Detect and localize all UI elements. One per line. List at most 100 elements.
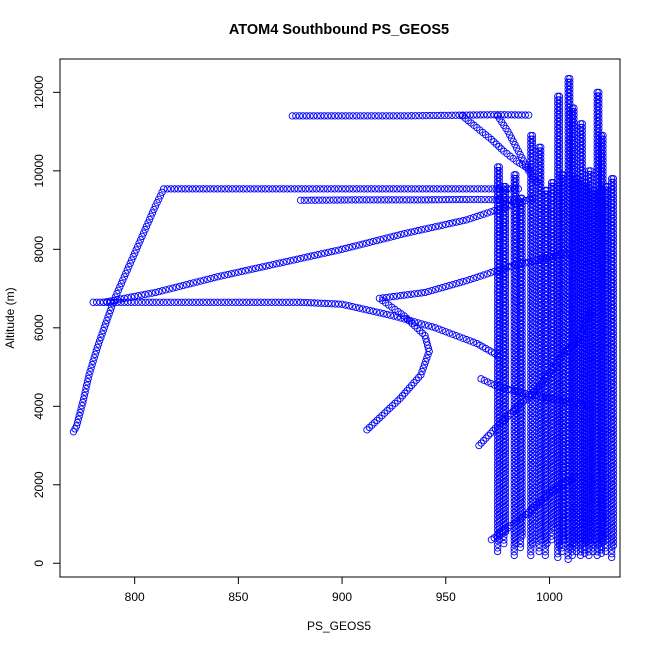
- data-point: [283, 185, 291, 193]
- data-point: [518, 449, 526, 457]
- data-point: [477, 439, 485, 447]
- data-point: [315, 196, 323, 204]
- data-point: [303, 298, 312, 307]
- data-point: [334, 246, 343, 254]
- data-point: [403, 314, 411, 323]
- data-point: [158, 188, 166, 197]
- data-point: [495, 170, 503, 178]
- data-point: [314, 299, 322, 307]
- data-point: [473, 212, 481, 221]
- data-point: [400, 112, 408, 120]
- data-point: [156, 192, 165, 200]
- data-point: [570, 143, 578, 152]
- data-point: [359, 196, 367, 204]
- data-point: [501, 423, 510, 432]
- data-point: [518, 270, 526, 278]
- data-point: [501, 387, 510, 396]
- x-tick-label: 900: [332, 590, 352, 604]
- data-point: [501, 244, 510, 252]
- data-point: [418, 112, 427, 120]
- y-tick-label: 10000: [32, 154, 46, 188]
- y-tick-label: 4000: [32, 393, 46, 420]
- data-point: [321, 299, 329, 308]
- data-point: [353, 112, 361, 120]
- data-point: [599, 167, 607, 176]
- data-point: [117, 279, 125, 288]
- y-tick-label: 0: [32, 560, 46, 567]
- data-point: [501, 294, 510, 302]
- data-point: [555, 110, 564, 118]
- data-point: [570, 161, 578, 170]
- data-point: [516, 540, 525, 548]
- data-point: [386, 185, 394, 193]
- data-point: [501, 485, 510, 493]
- data-point: [482, 434, 490, 442]
- data-point: [426, 111, 434, 120]
- data-point: [400, 185, 408, 193]
- data-point: [440, 111, 449, 120]
- data-point: [452, 280, 460, 288]
- data-point: [501, 265, 510, 273]
- data-point: [473, 111, 481, 119]
- data-point: [327, 112, 336, 120]
- data-point: [599, 146, 607, 154]
- data-point: [462, 335, 471, 344]
- data-point: [501, 452, 510, 460]
- data-point: [501, 445, 510, 453]
- data-point: [404, 112, 412, 120]
- data-point: [84, 374, 92, 382]
- data-point: [199, 298, 207, 306]
- data-point: [518, 463, 526, 472]
- data-point: [422, 111, 430, 120]
- data-point: [334, 112, 343, 120]
- data-point: [518, 453, 526, 461]
- data-point: [363, 426, 371, 434]
- data-point: [417, 371, 425, 379]
- data-point: [518, 305, 526, 314]
- data-point: [114, 286, 123, 294]
- data-point: [527, 397, 535, 405]
- data-point: [501, 467, 510, 475]
- data-point: [518, 316, 526, 325]
- data-point: [232, 298, 240, 306]
- data-point: [555, 139, 564, 147]
- data-point: [518, 237, 526, 246]
- data-point: [418, 185, 427, 193]
- data-point: [254, 185, 262, 193]
- data-point: [477, 195, 485, 204]
- data-point: [518, 474, 526, 482]
- data-point: [383, 234, 391, 242]
- data-point: [349, 112, 357, 120]
- data-point: [570, 133, 578, 141]
- data-point: [541, 540, 549, 549]
- data-point: [555, 142, 564, 151]
- data-point: [206, 298, 215, 306]
- data-point: [300, 254, 308, 262]
- data-point: [585, 551, 593, 560]
- data-point: [537, 150, 545, 159]
- data-point: [578, 130, 586, 139]
- data-point: [210, 185, 218, 193]
- data-point: [501, 190, 510, 198]
- data-point: [391, 399, 399, 407]
- data-point: [386, 233, 395, 241]
- data-point: [293, 255, 301, 263]
- data-point: [518, 223, 526, 231]
- data-point: [501, 409, 510, 417]
- data-point: [595, 92, 603, 100]
- data-point: [501, 290, 510, 299]
- data-point: [511, 111, 519, 119]
- data-point: [518, 291, 526, 299]
- data-point: [459, 334, 467, 342]
- data-point: [483, 209, 491, 217]
- data-point: [428, 323, 436, 331]
- data-point: [320, 185, 328, 193]
- data-point: [422, 335, 430, 343]
- data-point: [501, 283, 510, 291]
- data-point: [501, 344, 510, 353]
- data-point: [501, 182, 510, 191]
- y-tick-label: 8000: [32, 236, 46, 263]
- data-point: [518, 259, 526, 267]
- data-point: [501, 413, 510, 421]
